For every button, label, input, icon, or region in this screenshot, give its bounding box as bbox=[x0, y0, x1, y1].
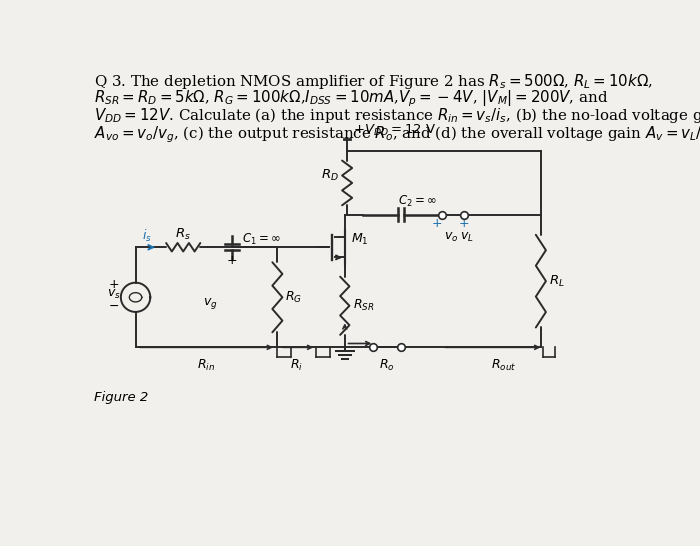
Text: $C_1 = \infty$: $C_1 = \infty$ bbox=[241, 233, 281, 247]
Text: $-$: $-$ bbox=[108, 299, 120, 312]
Text: $v_g$: $v_g$ bbox=[203, 296, 218, 311]
Text: $v_o$: $v_o$ bbox=[444, 230, 458, 244]
Text: $v_s$: $v_s$ bbox=[107, 288, 120, 301]
Text: $M_1$: $M_1$ bbox=[351, 233, 368, 247]
Text: $i_s$: $i_s$ bbox=[142, 228, 152, 245]
Text: $R_s$: $R_s$ bbox=[175, 227, 191, 242]
Text: $R_{SR} = R_D = 5k\Omega$, $R_G = 100k\Omega$,$I_{DSS} = 10mA$,$V_p = -4V$, $|V_: $R_{SR} = R_D = 5k\Omega$, $R_G = 100k\O… bbox=[94, 88, 608, 109]
Text: $v_L$: $v_L$ bbox=[459, 230, 473, 244]
Text: Figure 2: Figure 2 bbox=[94, 391, 148, 404]
Text: Q 3. The depletion NMOS amplifier of Figure 2 has $R_s = 500\Omega$, $R_L = 10k\: Q 3. The depletion NMOS amplifier of Fig… bbox=[94, 72, 652, 91]
Text: $+V_{DD} = 12$ V: $+V_{DD} = 12$ V bbox=[354, 123, 436, 138]
Text: $R_D$: $R_D$ bbox=[321, 168, 339, 183]
Text: $A_{vo} = v_o/v_g$, (c) the output resistance $R_o$, and (d) the overall voltage: $A_{vo} = v_o/v_g$, (c) the output resis… bbox=[94, 124, 700, 145]
Text: $R_L$: $R_L$ bbox=[549, 274, 564, 289]
Text: $C_2 = \infty$: $C_2 = \infty$ bbox=[398, 194, 436, 209]
Text: $R_{SR}$: $R_{SR}$ bbox=[353, 298, 374, 313]
Text: $R_i$: $R_i$ bbox=[290, 358, 303, 373]
Text: $V_{DD} = 12V$. Calculate (a) the input resistance $R_{in} = v_s/i_s$, (b) the n: $V_{DD} = 12V$. Calculate (a) the input … bbox=[94, 106, 700, 126]
Text: +: + bbox=[227, 254, 237, 267]
Text: +: + bbox=[108, 278, 119, 291]
Text: $R_o$: $R_o$ bbox=[379, 358, 395, 373]
Text: +: + bbox=[458, 217, 470, 230]
Text: $R_{in}$: $R_{in}$ bbox=[197, 358, 216, 373]
Text: $R_G$: $R_G$ bbox=[285, 290, 302, 305]
Text: $R_{out}$: $R_{out}$ bbox=[491, 358, 516, 373]
Text: +: + bbox=[432, 217, 442, 230]
